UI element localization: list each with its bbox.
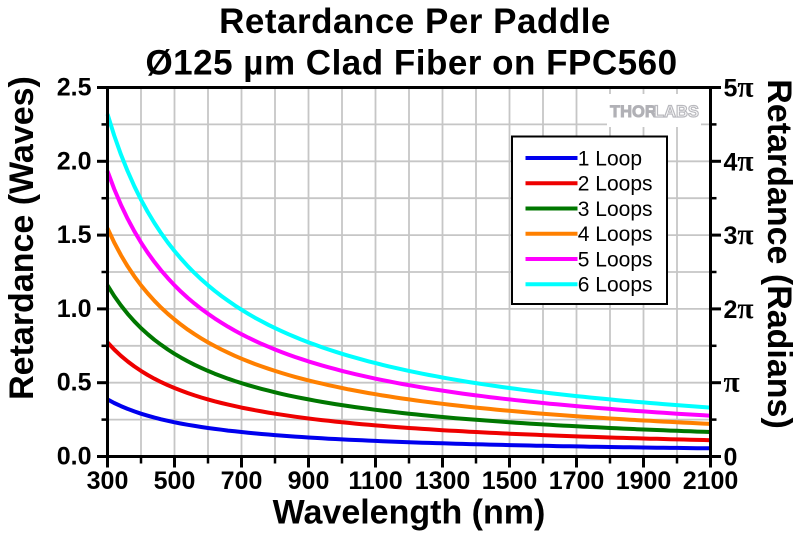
- svg-text:6 Loops: 6 Loops: [578, 274, 653, 297]
- svg-text:1900: 1900: [616, 467, 672, 495]
- svg-text:THOR: THOR: [610, 103, 657, 121]
- svg-text:Retardance (Radians): Retardance (Radians): [760, 79, 798, 429]
- svg-text:1.0: 1.0: [57, 295, 92, 323]
- svg-text:1 Loop: 1 Loop: [578, 147, 642, 170]
- svg-text:Retardance Per Paddle: Retardance Per Paddle: [219, 2, 611, 41]
- svg-text:4π: 4π: [724, 145, 754, 177]
- svg-text:5 Loops: 5 Loops: [578, 248, 653, 271]
- svg-text:300: 300: [87, 467, 129, 495]
- svg-text:1.5: 1.5: [57, 221, 92, 249]
- svg-text:700: 700: [221, 467, 263, 495]
- svg-text:1700: 1700: [549, 467, 605, 495]
- svg-text:4 Loops: 4 Loops: [578, 223, 653, 246]
- svg-text:2π: 2π: [724, 293, 754, 325]
- svg-text:1500: 1500: [482, 467, 538, 495]
- svg-text:2.5: 2.5: [57, 74, 92, 102]
- svg-text:2.0: 2.0: [57, 147, 92, 175]
- svg-text:1100: 1100: [348, 467, 402, 495]
- svg-text:1300: 1300: [415, 467, 471, 495]
- svg-text:500: 500: [154, 467, 196, 495]
- svg-text:Ø125 µm Clad Fiber on FPC560: Ø125 µm Clad Fiber on FPC560: [145, 44, 677, 83]
- svg-text:3 Loops: 3 Loops: [578, 198, 653, 221]
- svg-text:3π: 3π: [724, 219, 754, 251]
- svg-text:900: 900: [288, 467, 330, 495]
- svg-text:2100: 2100: [683, 467, 739, 495]
- svg-text:Wavelength (nm): Wavelength (nm): [273, 494, 546, 532]
- svg-text:LABS: LABS: [654, 103, 699, 121]
- svg-text:π: π: [724, 367, 740, 399]
- svg-text:2 Loops: 2 Loops: [578, 173, 653, 196]
- svg-text:Retardance (Waves): Retardance (Waves): [3, 76, 41, 400]
- svg-text:0: 0: [724, 444, 738, 472]
- svg-text:0.5: 0.5: [57, 369, 92, 397]
- svg-text:5π: 5π: [724, 72, 754, 104]
- svg-text:0.0: 0.0: [57, 443, 92, 471]
